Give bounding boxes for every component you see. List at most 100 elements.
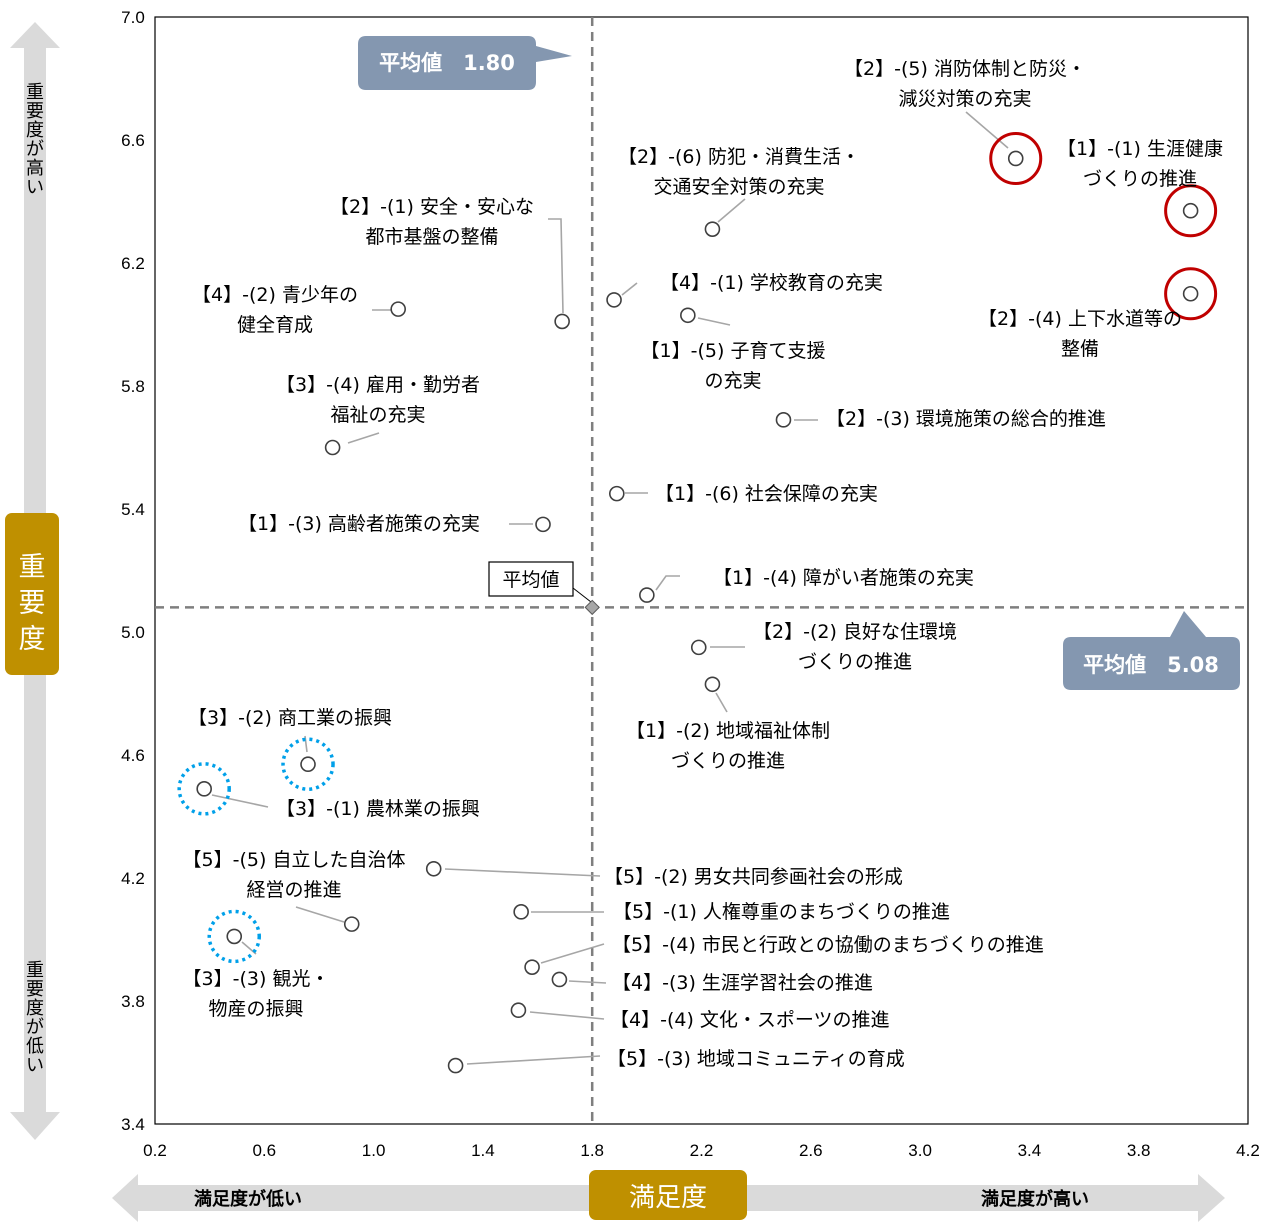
data-point [324, 439, 341, 456]
x-tick-label: 3.0 [908, 1141, 932, 1160]
y-tick-label: 5.8 [121, 377, 145, 396]
avg-x-callout-text: 平均値 1.80 [379, 51, 515, 75]
leader-line [715, 692, 728, 713]
y-tick-label: 4.6 [121, 746, 145, 765]
y-tick-labels: 3.4 3.8 4.2 4.6 5.0 5.4 5.8 6.2 6.6 7.0 [121, 8, 145, 1134]
leader-line [621, 282, 638, 296]
data-point [510, 1002, 527, 1019]
point-label: 【2】-(5) 消防体制と防災・減災対策の充実 [844, 58, 1086, 110]
x-high-label: 満足度が高い [981, 1188, 1089, 1210]
leader-lines [211, 111, 1009, 1065]
data-point [551, 971, 568, 988]
x-tick-label: 0.2 [143, 1141, 167, 1160]
point-label: 【1】-(5) 子育て支援の充実 [641, 340, 826, 392]
point-label: 【5】-(3) 地域コミュニティの育成 [607, 1048, 905, 1070]
point-label: 【4】-(1) 学校教育の充実 [660, 272, 883, 294]
data-point [513, 904, 529, 920]
highlight-circle-red [1164, 184, 1218, 238]
avg-marker-leader [572, 587, 592, 603]
point-label: 【5】-(2) 男女共同参画社会の形成 [604, 866, 903, 888]
x-tick-label: 2.2 [690, 1141, 714, 1160]
x-tick-label: 1.4 [471, 1141, 495, 1160]
avg-marker-box [488, 561, 574, 597]
y-tick-label: 4.2 [121, 869, 145, 888]
data-point [704, 221, 721, 237]
avg-x-callout [358, 36, 572, 90]
data-point [343, 916, 360, 932]
data-point [535, 516, 551, 533]
point-label: 【4】-(3) 生涯学習社会の推進 [612, 972, 873, 994]
y-tick-label: 6.2 [121, 254, 145, 273]
point-label: 【2】-(6) 防犯・消費生活・交通安全対策の充実 [618, 146, 860, 198]
point-label: 【4】-(4) 文化・スポーツの推進 [610, 1009, 890, 1031]
data-point [226, 928, 243, 945]
highlight-circle-blue [207, 909, 261, 964]
leader-line [347, 432, 380, 444]
x-axis-title: 満足度 [629, 1183, 707, 1213]
data-point [608, 485, 625, 502]
leader-line [529, 1011, 605, 1020]
y-low-label: 重要度が低い [26, 960, 44, 1076]
y-axis-title: 重要度 [19, 552, 46, 655]
data-point [775, 412, 792, 428]
point-label: 【1】-(2) 地域福祉体制づくりの推進 [626, 720, 830, 772]
data-point [1182, 285, 1199, 302]
x-tick-label: 1.8 [580, 1141, 604, 1160]
point-label: 【2】-(1) 安全・安心な都市基盤の整備 [330, 196, 534, 248]
avg-marker-label: 平均値 [502, 569, 559, 591]
leader-line [211, 794, 269, 808]
highlight-circle-blue [281, 737, 335, 791]
data-point [704, 676, 721, 693]
data-point [690, 639, 707, 656]
avg-y-callout-text: 平均値 5.08 [1083, 653, 1219, 677]
point-label: 【2】-(4) 上下水道等の整備 [978, 308, 1182, 360]
leader-line [655, 575, 680, 591]
data-point [554, 313, 570, 330]
leader-line [697, 317, 731, 326]
point-label: 【1】-(3) 高齢者施策の充実 [238, 513, 480, 535]
data-point [524, 959, 540, 975]
y-tick-label: 5.0 [121, 623, 145, 642]
data-point [425, 860, 442, 877]
x-tick-label: 4.2 [1236, 1141, 1260, 1160]
data-point [1182, 202, 1199, 219]
highlight-circle-red [1164, 267, 1218, 321]
average-lines [155, 17, 1248, 1124]
highlight-circle-blue [177, 762, 231, 816]
leader-line [466, 1055, 601, 1065]
leader-line [965, 111, 1009, 149]
leader-line [568, 980, 607, 984]
data-point [606, 292, 622, 308]
leader-line [717, 198, 746, 223]
x-tick-label: 1.0 [362, 1141, 386, 1160]
x-tick-label: 2.6 [799, 1141, 823, 1160]
y-tick-label: 5.4 [121, 500, 145, 519]
leader-line [295, 906, 345, 923]
x-tick-label: 3.4 [1018, 1141, 1042, 1160]
leader-line [540, 943, 605, 964]
x-tick-labels: 0.2 0.6 1.0 1.4 1.8 2.2 2.6 3.0 3.4 3.8 4.2 [143, 1141, 1260, 1160]
point-label: 【4】-(2) 青少年の健全育成 [192, 284, 358, 336]
plot-area [154, 16, 1249, 1125]
y-high-label: 重要度が高い [26, 82, 44, 198]
point-label: 【1】-(4) 障がい者施策の充実 [713, 567, 974, 589]
y-tick-label: 7.0 [121, 8, 145, 27]
point-label: 【5】-(5) 自立した自治体経営の推進 [183, 849, 406, 901]
data-point [639, 587, 655, 603]
highlight-circle-red [989, 131, 1043, 185]
data-point [300, 756, 316, 773]
x-tick-label: 0.6 [252, 1141, 276, 1160]
point-label: 【3】-(2) 商工業の振興 [188, 707, 392, 729]
point-label: 【2】-(2) 良好な住環境づくりの推進 [753, 621, 957, 673]
avg-marker-diamond [584, 599, 600, 616]
y-tick-label: 6.6 [121, 131, 145, 150]
point-label: 【2】-(3) 環境施策の総合的推進 [826, 408, 1106, 430]
point-label: 【1】-(1) 生涯健康づくりの推進 [1057, 138, 1223, 190]
point-label: 【3】-(1) 農林業の振興 [276, 798, 480, 820]
data-points [177, 131, 1218, 1074]
data-point [390, 301, 406, 317]
y-tick-label: 3.8 [121, 992, 145, 1011]
x-axis-title-box [589, 1170, 747, 1220]
point-label: 【1】-(6) 社会保障の充実 [655, 483, 878, 505]
